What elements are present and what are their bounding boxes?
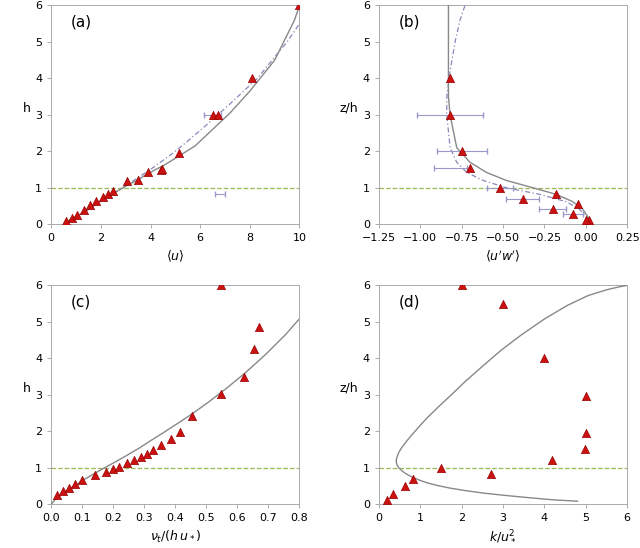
Point bbox=[67, 214, 77, 222]
Point bbox=[456, 281, 467, 290]
Point bbox=[572, 200, 582, 209]
Point bbox=[108, 465, 118, 473]
Point bbox=[518, 195, 528, 203]
Point bbox=[102, 190, 113, 199]
Point bbox=[79, 206, 89, 215]
Point bbox=[90, 471, 100, 480]
Y-axis label: z/h: z/h bbox=[340, 382, 358, 395]
Point bbox=[498, 299, 508, 308]
Point bbox=[247, 74, 257, 83]
Point bbox=[92, 197, 102, 206]
Point bbox=[388, 489, 399, 498]
Point bbox=[580, 444, 590, 453]
Point bbox=[156, 165, 166, 174]
Point bbox=[98, 192, 108, 201]
Point bbox=[133, 175, 143, 184]
Point bbox=[61, 217, 71, 226]
Point bbox=[129, 455, 140, 464]
Point bbox=[77, 476, 87, 485]
Point bbox=[100, 467, 111, 476]
X-axis label: $k/u_*^2$: $k/u_*^2$ bbox=[490, 529, 516, 545]
Point bbox=[122, 459, 132, 467]
Point bbox=[580, 215, 591, 224]
Y-axis label: h: h bbox=[23, 382, 31, 395]
Point bbox=[580, 429, 591, 437]
Point bbox=[114, 463, 124, 471]
Point bbox=[207, 111, 218, 119]
Point bbox=[548, 204, 558, 213]
Point bbox=[216, 281, 227, 290]
Point bbox=[108, 186, 118, 195]
Point bbox=[85, 201, 95, 210]
Point bbox=[72, 210, 83, 219]
X-axis label: $\nu_t/(h\,u_*)$: $\nu_t/(h\,u_*)$ bbox=[150, 529, 201, 545]
Point bbox=[382, 495, 392, 504]
Point bbox=[148, 446, 158, 455]
Point bbox=[52, 490, 62, 499]
Text: (b): (b) bbox=[399, 14, 420, 29]
Point bbox=[166, 435, 176, 444]
Text: (c): (c) bbox=[71, 294, 92, 309]
Point bbox=[156, 441, 166, 449]
Point bbox=[216, 390, 227, 398]
Point bbox=[551, 190, 561, 199]
Point bbox=[568, 209, 578, 218]
Point bbox=[445, 111, 455, 119]
Point bbox=[143, 168, 153, 177]
Y-axis label: z/h: z/h bbox=[340, 102, 358, 115]
Point bbox=[486, 470, 496, 478]
Point bbox=[445, 74, 455, 83]
Point bbox=[436, 463, 446, 472]
Point bbox=[157, 164, 167, 173]
Point bbox=[580, 391, 591, 400]
Point bbox=[399, 482, 410, 490]
X-axis label: $\langle u'w' \rangle$: $\langle u'w' \rangle$ bbox=[485, 249, 521, 265]
Point bbox=[136, 453, 147, 461]
Point bbox=[456, 147, 467, 156]
Point bbox=[58, 487, 68, 496]
Point bbox=[122, 177, 132, 186]
X-axis label: $\langle u \rangle$: $\langle u \rangle$ bbox=[166, 249, 184, 264]
Point bbox=[239, 373, 249, 382]
Point bbox=[253, 323, 264, 332]
Point bbox=[538, 353, 548, 362]
Point bbox=[63, 483, 74, 492]
Point bbox=[584, 215, 595, 224]
Point bbox=[70, 480, 80, 488]
Point bbox=[213, 111, 223, 119]
Text: (d): (d) bbox=[399, 294, 420, 309]
Point bbox=[294, 1, 305, 10]
Point bbox=[175, 427, 185, 436]
Text: (a): (a) bbox=[71, 14, 92, 29]
Point bbox=[547, 455, 557, 464]
Point bbox=[408, 475, 418, 484]
Point bbox=[465, 163, 475, 172]
Point bbox=[141, 449, 152, 458]
Y-axis label: h: h bbox=[23, 102, 31, 115]
Point bbox=[495, 184, 505, 192]
Point bbox=[174, 149, 184, 157]
Point bbox=[250, 345, 260, 353]
Point bbox=[188, 412, 198, 420]
